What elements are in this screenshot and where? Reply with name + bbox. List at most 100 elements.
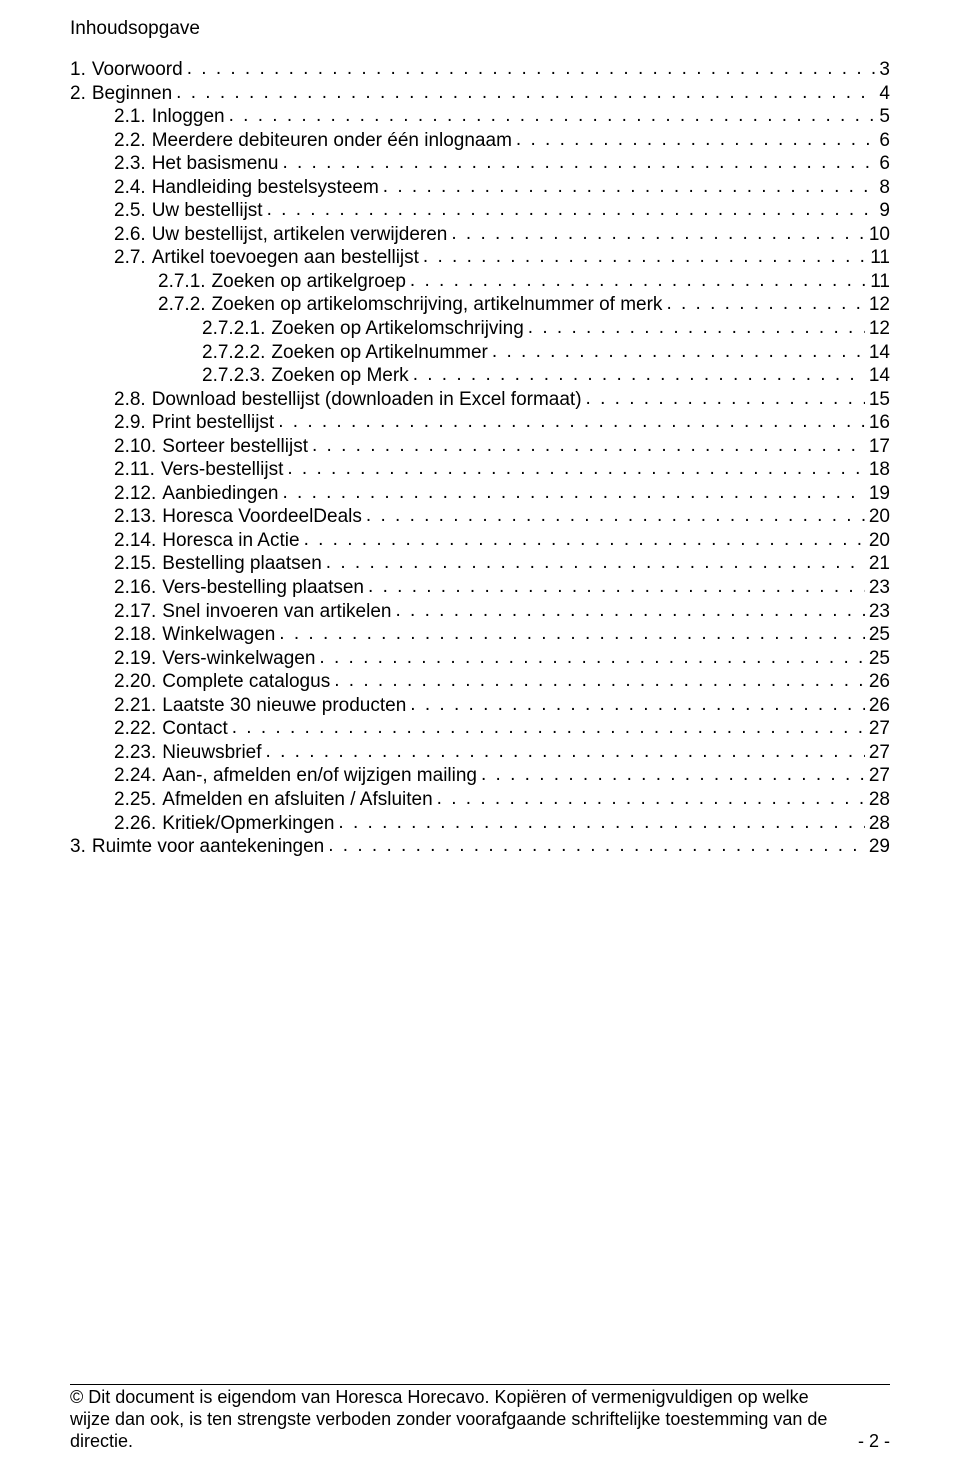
toc-entry-number: 2. — [70, 82, 92, 106]
toc-row: 2.7.2.2.Zoeken op Artikelnummer. . . . .… — [70, 341, 890, 365]
toc-entry-number: 2.10. — [114, 435, 162, 459]
toc-entry-page: 26 — [865, 694, 890, 718]
toc-row: 2.8.Download bestellijst (downloaden in … — [70, 388, 890, 412]
toc-entry-page: 23 — [865, 600, 890, 624]
toc-entry-label: Aanbiedingen — [162, 482, 282, 506]
toc-entry-number: 2.23. — [114, 741, 162, 765]
toc-entry-label: Handleiding bestelsysteem — [152, 176, 383, 200]
toc-entry-label: Meerdere debiteuren onder één inlognaam — [152, 129, 516, 153]
toc-leader-dots: . . . . . . . . . . . . . . . . . . . . … — [278, 410, 865, 434]
toc-entry-number: 2.7.2.3. — [202, 364, 271, 388]
toc-leader-dots: . . . . . . . . . . . . . . . . . . . . … — [492, 340, 865, 364]
toc-entry-label: Sorteer bestellijst — [162, 435, 312, 459]
toc-entry-page: 4 — [875, 82, 890, 106]
toc-entry-label: Vers-winkelwagen — [162, 647, 319, 671]
toc-entry-page: 26 — [865, 670, 890, 694]
toc-entry-label: Download bestellijst (downloaden in Exce… — [152, 388, 586, 412]
toc-entry-number: 2.17. — [114, 600, 162, 624]
toc-entry-page: 21 — [865, 552, 890, 576]
toc-entry-number: 2.7.1. — [158, 270, 212, 294]
toc-row: 2.3.Het basismenu. . . . . . . . . . . .… — [70, 152, 890, 176]
footer: © Dit document is eigendom van Horesca H… — [70, 1384, 890, 1453]
toc-entry-page: 23 — [865, 576, 890, 600]
toc-entry-number: 2.7.2.1. — [202, 317, 271, 341]
toc-entry-label: Aan-, afmelden en/of wijzigen mailing — [162, 764, 481, 788]
toc-leader-dots: . . . . . . . . . . . . . . . . . . . . … — [312, 434, 865, 458]
toc-entry-page: 5 — [875, 105, 890, 129]
toc-row: 2.15.Bestelling plaatsen. . . . . . . . … — [70, 552, 890, 576]
toc-entry-number: 2.3. — [114, 152, 152, 176]
toc-entry-label: Horesca in Actie — [162, 529, 303, 553]
toc-leader-dots: . . . . . . . . . . . . . . . . . . . . … — [410, 693, 865, 717]
toc-entry-number: 2.12. — [114, 482, 162, 506]
toc-entry-label: Winkelwagen — [162, 623, 279, 647]
toc-row: 2.1.Inloggen. . . . . . . . . . . . . . … — [70, 105, 890, 129]
toc-row: 2.7.Artikel toevoegen aan bestellijst. .… — [70, 246, 890, 270]
toc-entry-page: 12 — [865, 317, 890, 341]
toc-entry-number: 2.11. — [114, 458, 161, 482]
toc-leader-dots: . . . . . . . . . . . . . . . . . . . . … — [334, 669, 865, 693]
toc-entry-page: 9 — [875, 199, 890, 223]
toc-entry-page: 27 — [865, 717, 890, 741]
toc-entry-number: 2.18. — [114, 623, 162, 647]
toc-entry-number: 2.13. — [114, 505, 162, 529]
toc-row: 2.5.Uw bestellijst. . . . . . . . . . . … — [70, 199, 890, 223]
toc-row: 2.7.2.Zoeken op artikelomschrijving, art… — [70, 293, 890, 317]
toc-row: 2.20.Complete catalogus. . . . . . . . .… — [70, 670, 890, 694]
toc-entry-number: 2.7.2.2. — [202, 341, 271, 365]
toc-leader-dots: . . . . . . . . . . . . . . . . . . . . … — [267, 198, 876, 222]
toc-leader-dots: . . . . . . . . . . . . . . . . . . . . … — [232, 716, 865, 740]
toc-leader-dots: . . . . . . . . . . . . . . . . . . . . … — [410, 269, 866, 293]
toc-entry-number: 2.25. — [114, 788, 162, 812]
toc-entry-number: 1. — [70, 58, 92, 82]
toc-entry-number: 2.9. — [114, 411, 152, 435]
toc-row: 2.11.Vers-bestellijst. . . . . . . . . .… — [70, 458, 890, 482]
toc-entry-page: 28 — [865, 812, 890, 836]
toc-entry-page: 20 — [865, 505, 890, 529]
toc-leader-dots: . . . . . . . . . . . . . . . . . . . . … — [187, 57, 876, 81]
toc-title: Inhoudsopgave — [70, 18, 890, 40]
toc-entry-number: 2.8. — [114, 388, 152, 412]
toc-row: 3.Ruimte voor aantekeningen. . . . . . .… — [70, 835, 890, 859]
toc-entry-number: 2.4. — [114, 176, 152, 200]
toc-entry-number: 3. — [70, 835, 92, 859]
toc-entry-number: 2.22. — [114, 717, 162, 741]
toc-leader-dots: . . . . . . . . . . . . . . . . . . . . … — [528, 316, 865, 340]
toc-entry-label: Inloggen — [152, 105, 229, 129]
toc-leader-dots: . . . . . . . . . . . . . . . . . . . . … — [282, 151, 875, 175]
toc-row: 2.24.Aan-, afmelden en/of wijzigen maili… — [70, 764, 890, 788]
toc-leader-dots: . . . . . . . . . . . . . . . . . . . . … — [229, 104, 876, 128]
toc-row: 2.4.Handleiding bestelsysteem. . . . . .… — [70, 176, 890, 200]
toc-entry-label: Horesca VoordeelDeals — [162, 505, 366, 529]
toc-entry-page: 28 — [865, 788, 890, 812]
toc-row: 2.7.1.Zoeken op artikelgroep. . . . . . … — [70, 270, 890, 294]
toc-entry-number: 2.24. — [114, 764, 162, 788]
toc-entry-label: Complete catalogus — [162, 670, 334, 694]
toc-entry-page: 10 — [865, 223, 890, 247]
toc-entry-page: 6 — [875, 129, 890, 153]
toc-leader-dots: . . . . . . . . . . . . . . . . . . . . … — [287, 457, 865, 481]
toc-entry-label: Zoeken op artikelomschrijving, artikelnu… — [212, 293, 667, 317]
toc-row: 2.6.Uw bestellijst, artikelen verwijdere… — [70, 223, 890, 247]
toc-leader-dots: . . . . . . . . . . . . . . . . . . . . … — [423, 245, 866, 269]
toc-entry-number: 2.6. — [114, 223, 152, 247]
toc-row: 2.7.2.3.Zoeken op Merk. . . . . . . . . … — [70, 364, 890, 388]
toc-entry-page: 11 — [866, 270, 890, 294]
toc-entry-label: Bestelling plaatsen — [162, 552, 326, 576]
toc-entry-page: 16 — [865, 411, 890, 435]
toc-entry-page: 6 — [875, 152, 890, 176]
toc-entry-page: 17 — [865, 435, 890, 459]
toc-entry-label: Zoeken op Merk — [271, 364, 412, 388]
toc-entry-number: 2.16. — [114, 576, 162, 600]
toc-entry-label: Uw bestellijst, artikelen verwijderen — [152, 223, 452, 247]
toc-entry-page: 19 — [865, 482, 890, 506]
toc-entry-label: Zoeken op Artikelomschrijving — [271, 317, 527, 341]
toc-row: 2.2.Meerdere debiteuren onder één inlogn… — [70, 129, 890, 153]
toc-row: 2.19.Vers-winkelwagen. . . . . . . . . .… — [70, 647, 890, 671]
toc-row: 2.13.Horesca VoordeelDeals. . . . . . . … — [70, 505, 890, 529]
toc-row: 1.Voorwoord. . . . . . . . . . . . . . .… — [70, 58, 890, 82]
toc-entry-page: 25 — [865, 647, 890, 671]
toc-entry-label: Beginnen — [92, 82, 176, 106]
toc-leader-dots: . . . . . . . . . . . . . . . . . . . . … — [586, 387, 865, 411]
toc-entry-label: Vers-bestellijst — [161, 458, 288, 482]
